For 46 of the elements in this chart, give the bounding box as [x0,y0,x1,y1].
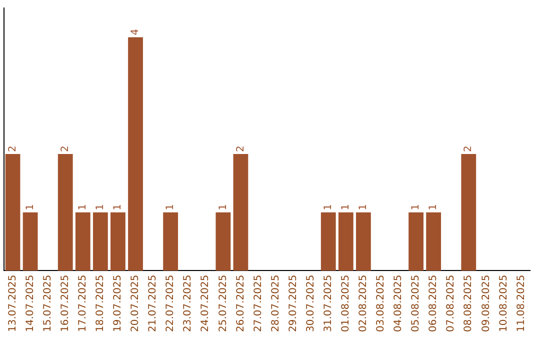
data-label: 1 [77,204,88,210]
x-tick-label: 06.08.2025 [428,274,440,332]
x-tick-label: 17.07.2025 [77,274,88,332]
x-tick-label: 01.08.2025 [340,274,352,332]
x-tick-label: 08.08.2025 [463,274,474,332]
x-tick-label: 13.07.2025 [7,274,18,332]
x-tick-label: 26.07.2025 [235,274,246,332]
x-tick-label: 07.08.2025 [446,274,457,332]
x-tick-label: 14.07.2025 [24,274,36,332]
x-tick-label: 29.07.2025 [288,274,299,332]
x-tick-label: 25.07.2025 [218,274,229,332]
x-tick-label: 20.07.2025 [130,274,142,332]
data-label: 4 [130,28,142,36]
x-tick-label: 19.07.2025 [112,274,124,332]
data-label: 2 [7,146,18,152]
x-tick-label: 22.07.2025 [165,274,176,332]
x-tick-label: 31.07.2025 [322,274,334,332]
data-label: 1 [165,204,176,210]
x-tick-label: 15.07.2025 [42,274,54,332]
data-label: 1 [112,204,124,210]
x-tick-label: 04.08.2025 [393,274,404,332]
x-tick-label: 11.08.2025 [516,274,527,332]
data-label: 1 [358,204,370,210]
data-label: 2 [60,146,71,152]
x-tick-label: 24.07.2025 [200,274,212,332]
x-tick-label: 27.07.2025 [252,274,264,332]
data-label: 1 [95,204,106,210]
x-tick-label: 30.07.2025 [305,274,316,332]
data-label: 1 [410,204,422,210]
x-tick-label: 16.07.2025 [60,274,71,332]
data-label: 1 [24,204,36,210]
data-label: 1 [340,204,352,210]
x-tick-label: 18.07.2025 [95,274,106,332]
data-label: 1 [322,204,334,210]
data-label: 1 [218,204,229,210]
x-tick-label: 28.07.2025 [270,274,282,332]
x-tick-label: 09.08.2025 [480,274,492,332]
data-label: 1 [428,204,440,210]
x-tick-label: 05.08.2025 [410,274,422,332]
x-tick-label: 03.08.2025 [376,274,387,332]
x-tick-label: 23.07.2025 [182,274,194,332]
data-label: 2 [463,146,474,152]
x-tick-label: 10.08.2025 [498,274,510,332]
data-label: 2 [235,146,246,152]
x-tick-label: 21.07.2025 [148,274,159,332]
x-tick-label: 02.08.2025 [358,274,370,332]
